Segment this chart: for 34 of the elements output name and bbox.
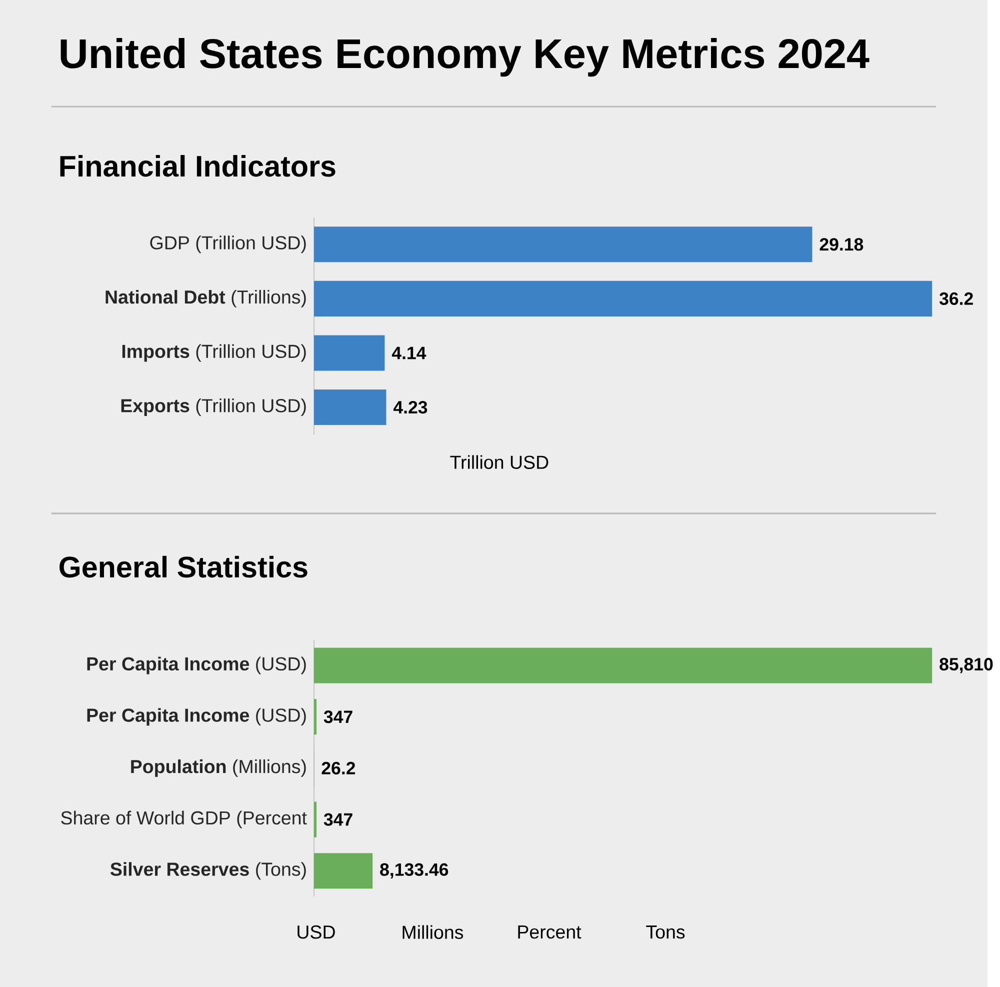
text: Percent: [518, 925, 582, 938]
y-tick-label: Per Capita Income (USD): [87, 656, 306, 674]
text: Tons: [646, 925, 685, 938]
bar: [314, 648, 932, 684]
bar: [314, 852, 373, 888]
data-label: 8,133.46: [380, 863, 448, 878]
data-label: 26.2: [322, 762, 356, 774]
y-tick-label: Population (Millions): [131, 759, 306, 777]
data-label: 4.23: [393, 400, 428, 414]
data-label: 4.14: [392, 346, 426, 359]
data-label: 29.18: [820, 238, 864, 251]
bar: [314, 389, 386, 425]
chart-title: United States Economy Key Metrics 2024: [60, 38, 870, 76]
data-label: 36.2: [939, 292, 973, 305]
y-tick-label: National Debt (Trillions): [106, 290, 306, 308]
chart-title: General Statistics: [60, 556, 308, 578]
bar: [314, 335, 385, 371]
data-label: 85,810: [940, 658, 993, 673]
y-tick-label: Per Capita Income (USD): [87, 708, 306, 726]
chart-subtitle: Financial Indicators: [60, 154, 336, 177]
y-tick-label: GDP (Trillion USD): [150, 235, 306, 253]
bar: [314, 226, 812, 262]
y-tick-label: Exports (Trillion USD): [121, 398, 306, 416]
y-tick-label: Imports (Trillion USD): [122, 344, 306, 362]
text: USD: [298, 925, 335, 939]
bar: [314, 698, 316, 734]
x-axis-title: Trillion USD: [450, 455, 548, 469]
data-label: 347: [324, 710, 352, 723]
bar: [314, 280, 932, 316]
data-label: 347: [324, 813, 352, 826]
y-tick-label: Share of World GDP (Percent: [61, 810, 307, 828]
text: Millions: [402, 925, 464, 939]
y-tick-label: Silver Reserves (Tons): [110, 862, 306, 880]
bar: [314, 802, 316, 838]
